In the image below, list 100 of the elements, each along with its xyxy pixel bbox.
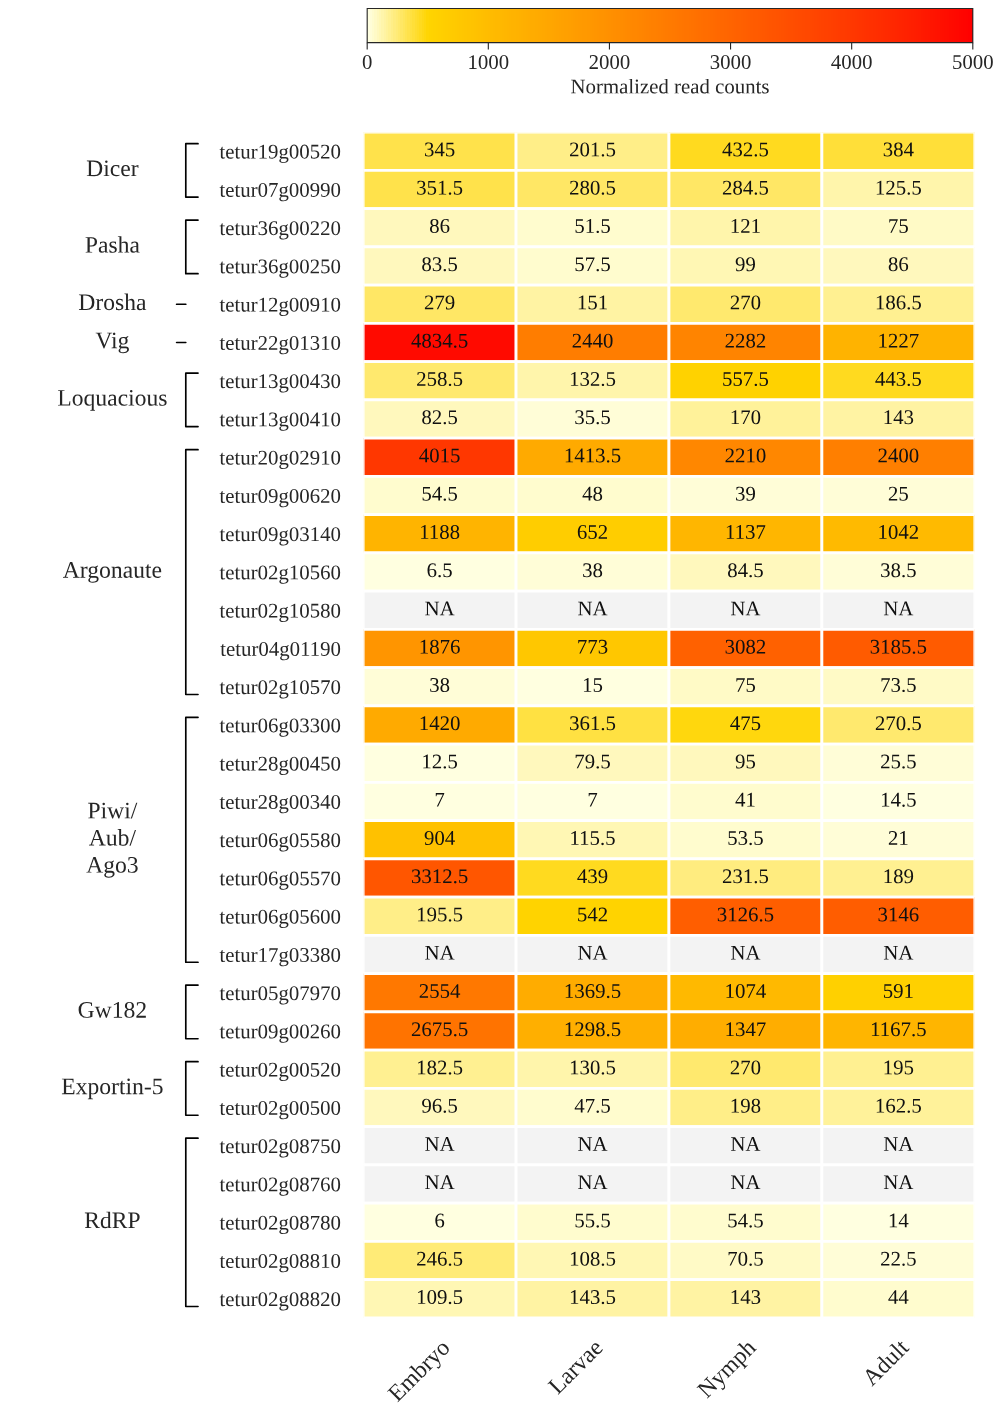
data-label: 86 <box>888 257 909 272</box>
data-label: 284.5 <box>722 180 769 195</box>
y-tick-label: tetur17g03380 <box>219 947 341 967</box>
data-label: 4834.5 <box>411 333 468 348</box>
data-label: 591 <box>883 984 913 999</box>
data-label: 170 <box>731 410 761 425</box>
data-label: 82.5 <box>422 410 458 425</box>
data-label: 2210 <box>725 448 766 463</box>
data-label: 35.5 <box>575 410 610 425</box>
data-label: 345 <box>424 142 455 157</box>
color-bar-label: 2000 <box>589 55 630 70</box>
data-label: 75 <box>736 678 756 693</box>
data-label: 125.5 <box>876 180 921 195</box>
data-label: 1188 <box>421 524 460 540</box>
data-label: 2282 <box>725 333 766 348</box>
data-label: 542 <box>578 907 608 922</box>
y-tick-label: tetur13g00410 <box>219 412 341 431</box>
text: NA <box>883 1137 914 1151</box>
y2-tick-label: Drosha <box>78 293 147 311</box>
data-label: 432.5 <box>722 142 769 157</box>
data-label: 1876 <box>420 639 460 654</box>
data-label: 2440 <box>572 333 613 348</box>
y2-tick-label: Piwi/ Aub/ Ago3 <box>86 802 138 878</box>
y-tick-label: tetur20g02910 <box>219 450 341 469</box>
data-label: 86 <box>430 218 450 233</box>
data-label: 246.5 <box>417 1251 463 1266</box>
data-label: 143 <box>884 410 914 425</box>
data-label: 231.5 <box>722 869 769 884</box>
data-label: 443.5 <box>875 372 921 387</box>
data-label: 1227 <box>879 333 919 348</box>
data-label: 1369.5 <box>565 984 621 999</box>
data-label: 115.5 <box>571 831 615 846</box>
color-bar-label: 3000 <box>710 55 751 70</box>
data-label: 904 <box>424 830 455 846</box>
y2-tick-label: Loquacious <box>57 389 167 411</box>
data-label: 79.5 <box>575 754 610 769</box>
data-label: 1042 <box>879 524 919 540</box>
data-label: 6.5 <box>427 563 452 578</box>
data-label: 39 <box>736 486 756 501</box>
y2-tick-label: Vig <box>95 332 129 354</box>
text: NA <box>425 1137 455 1151</box>
y-tick-label: tetur06g05580 <box>219 833 341 852</box>
data-label: 557.5 <box>723 372 769 387</box>
data-label: 1347 <box>726 1022 766 1037</box>
y2-tick-label: Argonaute <box>63 562 162 583</box>
data-label: 121 <box>731 219 760 233</box>
data-label: 132.5 <box>570 372 616 387</box>
y2-tick-label: RdRP <box>84 1211 140 1229</box>
y-tick-label: tetur06g03300 <box>219 718 341 737</box>
data-label: 48 <box>582 486 603 501</box>
data-label: 75 <box>889 219 908 233</box>
color-bar-label: 4000 <box>831 55 872 70</box>
data-label: 99 <box>735 257 756 272</box>
y-tick-label: tetur02g00520 <box>219 1062 341 1082</box>
y-tick-label: tetur02g08820 <box>219 1292 341 1311</box>
y-tick-label: tetur02g10570 <box>219 680 341 699</box>
text: NA <box>425 1175 455 1190</box>
data-label: 2675.5 <box>411 1022 468 1037</box>
text: NA <box>731 1175 761 1190</box>
color-bar-label: 0 <box>362 55 372 70</box>
data-label: 7 <box>435 792 445 807</box>
data-label: 3146 <box>878 907 919 922</box>
y-tick-label: tetur28g00340 <box>219 794 341 814</box>
y-tick-label: tetur02g08750 <box>219 1139 341 1158</box>
data-label: 3126.5 <box>717 907 774 922</box>
data-label: 51.5 <box>575 219 610 234</box>
data-label: 25 <box>888 486 908 501</box>
data-label: 3312.5 <box>411 869 468 884</box>
data-label: 186.5 <box>876 295 921 310</box>
y-tick-label: tetur07g00990 <box>219 182 341 202</box>
y-tick-label: tetur09g00260 <box>219 1024 341 1043</box>
data-label: 475 <box>730 716 761 731</box>
y2-tick-label: Exportin-5 <box>61 1078 163 1100</box>
data-label: 279 <box>424 295 455 310</box>
data-label: 38 <box>430 677 450 693</box>
data-label: 3082 <box>725 639 766 654</box>
text: NA <box>578 945 608 960</box>
data-label: 1298.5 <box>565 1022 621 1037</box>
data-label: 84.5 <box>728 563 763 578</box>
y2-tick-label: Dicer <box>86 160 139 177</box>
text: NA <box>883 945 914 960</box>
data-label: 22.5 <box>881 1251 916 1266</box>
data-label: 83.5 <box>422 257 458 272</box>
text: NA <box>731 1137 761 1151</box>
data-label: 44 <box>888 1290 909 1304</box>
color-bar-label: 5000 <box>953 55 993 70</box>
data-label: 143 <box>731 1290 761 1305</box>
y-tick-label: tetur22g01310 <box>219 335 341 355</box>
data-label: 14 <box>889 1213 909 1228</box>
data-label: 182.5 <box>418 1060 463 1075</box>
data-label: 195.5 <box>418 907 463 922</box>
data-label: 54.5 <box>728 1213 763 1228</box>
data-label: 70.5 <box>728 1251 763 1266</box>
data-label: 162.5 <box>876 1098 921 1113</box>
y-tick-label: tetur09g00620 <box>219 488 341 508</box>
data-label: 38.5 <box>881 563 916 578</box>
data-label: 14.5 <box>881 792 916 807</box>
data-label: 95 <box>735 754 756 769</box>
color-bar-label: 1000 <box>469 55 509 70</box>
text: NA <box>883 601 914 616</box>
